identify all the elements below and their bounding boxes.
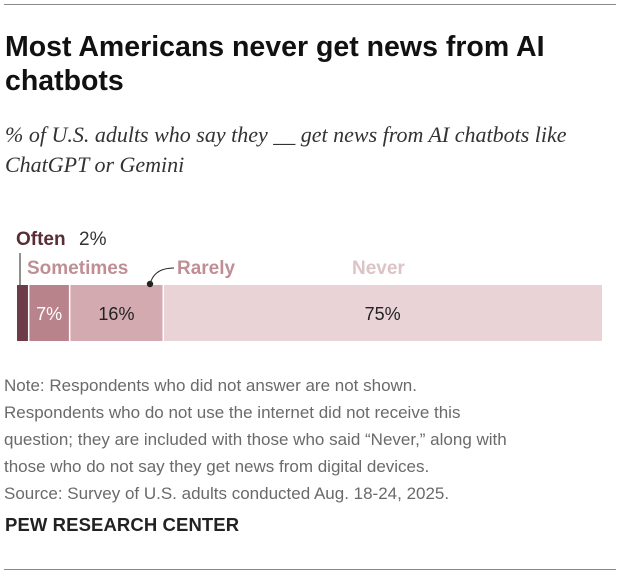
note-line-3: question; they are included with those w…	[4, 430, 507, 449]
chart-title: Most Americans never get news from AI ch…	[5, 31, 545, 97]
data-label-often: 2%	[79, 229, 107, 250]
source-line: Source: Survey of U.S. adults conducted …	[4, 484, 450, 503]
leader-dot-rarely	[146, 280, 154, 288]
chart-notes: Note: Respondents who did not answer are…	[4, 372, 616, 507]
leader-line-rarely	[150, 267, 175, 282]
pew-logo-text: PEW RESEARCH CENTER	[5, 514, 240, 535]
bottom-rule	[4, 569, 616, 570]
bar-segment-rarely	[69, 285, 164, 341]
note-line-1: Note: Respondents who did not answer are…	[4, 376, 417, 395]
category-label-sometimes: Sometimes	[27, 258, 128, 279]
bar-segment-often	[17, 285, 29, 341]
note-line-2: Respondents who do not use the internet …	[4, 403, 461, 422]
bar-segment-never	[163, 285, 602, 341]
top-rule	[4, 4, 616, 5]
bar-segment-sometimes	[28, 285, 70, 341]
data-label-sometimes: 7%	[36, 304, 62, 324]
chart-subtitle: % of U.S. adults who say they __ get new…	[5, 122, 567, 177]
note-line-4: those who do not say they get news from …	[4, 457, 430, 476]
category-label-rarely: Rarely	[177, 258, 236, 279]
data-label-rarely: 16%	[98, 304, 134, 324]
category-label-often: Often	[16, 229, 66, 250]
data-label-never: 75%	[365, 304, 401, 324]
category-label-never: Never	[352, 258, 405, 279]
stacked-bar-chart: 7% 16% 75% Often 2% Sometimes Rarely Never	[16, 229, 602, 341]
